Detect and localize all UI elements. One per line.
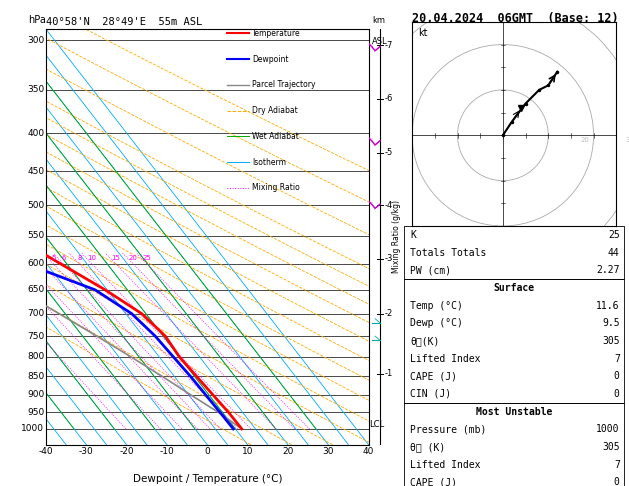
- Text: 8: 8: [77, 255, 82, 260]
- Text: -30: -30: [79, 447, 94, 456]
- Text: -40: -40: [38, 447, 53, 456]
- Text: Lifted Index: Lifted Index: [410, 354, 481, 364]
- Text: -1: -1: [385, 369, 393, 378]
- Text: -10: -10: [160, 447, 174, 456]
- Text: 550: 550: [27, 231, 44, 241]
- Text: 5: 5: [52, 255, 56, 260]
- Text: 44: 44: [608, 247, 620, 258]
- Text: Isotherm: Isotherm: [252, 157, 286, 167]
- Text: 650: 650: [27, 285, 44, 295]
- Text: 20.04.2024  06GMT  (Base: 12): 20.04.2024 06GMT (Base: 12): [412, 12, 618, 25]
- Text: Pressure (mb): Pressure (mb): [410, 424, 487, 434]
- Text: 15: 15: [111, 255, 120, 260]
- Text: 0: 0: [614, 477, 620, 486]
- Text: 700: 700: [27, 309, 44, 318]
- Text: -3: -3: [385, 254, 393, 263]
- Text: 800: 800: [27, 352, 44, 362]
- Text: 305: 305: [602, 336, 620, 346]
- Text: 950: 950: [27, 408, 44, 417]
- Text: 20: 20: [580, 137, 589, 143]
- Text: 10: 10: [87, 255, 96, 260]
- Text: 0: 0: [614, 371, 620, 382]
- Text: θᴄ(K): θᴄ(K): [410, 336, 440, 346]
- Text: 900: 900: [27, 390, 44, 399]
- Text: 305: 305: [602, 442, 620, 452]
- Text: 9.5: 9.5: [602, 318, 620, 328]
- Text: 6: 6: [61, 255, 65, 260]
- Text: K: K: [410, 230, 416, 240]
- Text: Wet Adiabat: Wet Adiabat: [252, 132, 299, 141]
- Text: Parcel Trajectory: Parcel Trajectory: [252, 80, 316, 89]
- Text: Temp (°C): Temp (°C): [410, 300, 463, 311]
- Text: ASL: ASL: [372, 37, 387, 46]
- Text: 30: 30: [625, 137, 629, 143]
- Text: LCL: LCL: [369, 419, 384, 429]
- Text: hPa: hPa: [28, 15, 46, 25]
- Text: Dewpoint: Dewpoint: [252, 54, 289, 64]
- Text: CIN (J): CIN (J): [410, 389, 452, 399]
- Text: -5: -5: [385, 148, 393, 157]
- Text: θᴄ (K): θᴄ (K): [410, 442, 445, 452]
- Text: -2: -2: [385, 309, 393, 318]
- Text: 40: 40: [363, 447, 374, 456]
- Text: 400: 400: [27, 128, 44, 138]
- Text: 0: 0: [614, 389, 620, 399]
- Text: Dry Adiabat: Dry Adiabat: [252, 106, 298, 115]
- Text: Surface: Surface: [493, 283, 535, 293]
- Text: 25: 25: [143, 255, 152, 260]
- Text: 10: 10: [242, 447, 253, 456]
- Text: 7: 7: [614, 354, 620, 364]
- Text: 7: 7: [614, 460, 620, 469]
- Text: 2.27: 2.27: [596, 265, 620, 275]
- Text: 350: 350: [27, 86, 44, 94]
- Text: 600: 600: [27, 260, 44, 268]
- Text: Mixing Ratio: Mixing Ratio: [252, 183, 300, 192]
- Text: 450: 450: [27, 167, 44, 175]
- Text: 11.6: 11.6: [596, 300, 620, 311]
- Text: 25: 25: [608, 230, 620, 240]
- Text: kt: kt: [418, 28, 428, 38]
- Text: Mixing Ratio (g/kg): Mixing Ratio (g/kg): [392, 200, 401, 274]
- Text: -6: -6: [385, 94, 393, 104]
- Text: -4: -4: [385, 201, 393, 209]
- Text: 20: 20: [129, 255, 138, 260]
- Text: PW (cm): PW (cm): [410, 265, 452, 275]
- Text: 1000: 1000: [21, 424, 44, 434]
- Text: 500: 500: [27, 201, 44, 209]
- Text: -20: -20: [120, 447, 134, 456]
- Text: Lifted Index: Lifted Index: [410, 460, 481, 469]
- Text: 850: 850: [27, 372, 44, 381]
- Text: 1000: 1000: [596, 424, 620, 434]
- Text: Temperature: Temperature: [252, 29, 301, 38]
- Text: Most Unstable: Most Unstable: [476, 407, 552, 417]
- Text: 750: 750: [27, 331, 44, 341]
- Text: CAPE (J): CAPE (J): [410, 371, 457, 382]
- Text: Dewpoint / Temperature (°C): Dewpoint / Temperature (°C): [133, 474, 282, 484]
- Text: 20: 20: [282, 447, 294, 456]
- Text: 300: 300: [27, 35, 44, 45]
- Text: 40°58'N  28°49'E  55m ASL: 40°58'N 28°49'E 55m ASL: [46, 17, 202, 27]
- Text: 0: 0: [204, 447, 210, 456]
- Text: km: km: [372, 16, 385, 25]
- Text: CAPE (J): CAPE (J): [410, 477, 457, 486]
- Text: Totals Totals: Totals Totals: [410, 247, 487, 258]
- Text: Dewp (°C): Dewp (°C): [410, 318, 463, 328]
- Text: 30: 30: [323, 447, 334, 456]
- Text: -7: -7: [385, 41, 393, 50]
